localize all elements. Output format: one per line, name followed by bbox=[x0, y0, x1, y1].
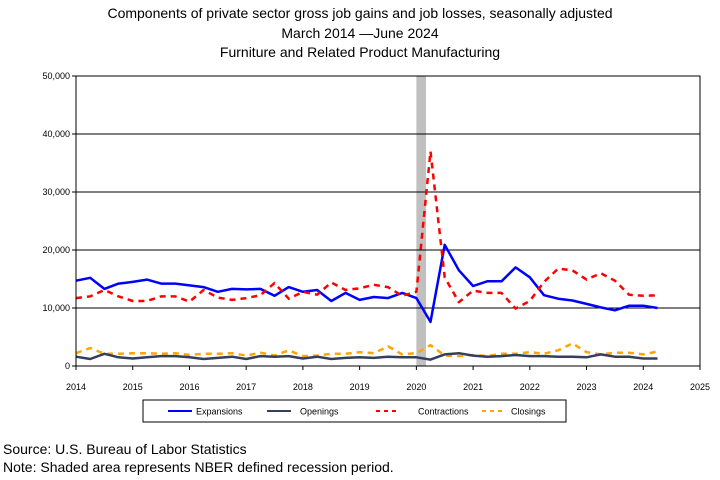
x-tick-label: 2024 bbox=[633, 382, 653, 392]
y-tick-label: 20,000 bbox=[42, 245, 70, 255]
recession-shade bbox=[416, 76, 427, 366]
source-note: Source: U.S. Bureau of Labor Statistics bbox=[3, 441, 247, 457]
x-tick-label: 2016 bbox=[179, 382, 199, 392]
x-tick-label: 2022 bbox=[520, 382, 540, 392]
x-tick-label: 2020 bbox=[406, 382, 426, 392]
x-tick-label: 2019 bbox=[350, 382, 370, 392]
y-tick-label: 10,000 bbox=[42, 303, 70, 313]
x-tick-label: 2015 bbox=[123, 382, 143, 392]
series-line-closings bbox=[75, 342, 658, 358]
x-tick-label: 2023 bbox=[577, 382, 597, 392]
series-line-contractions bbox=[75, 150, 658, 310]
chart-industry-subtitle: Furniture and Related Product Manufactur… bbox=[219, 44, 501, 60]
x-tick-label: 2014 bbox=[66, 382, 86, 392]
legend-label-expansions: Expansions bbox=[196, 407, 243, 417]
chart-title: Components of private sector gross job g… bbox=[107, 5, 613, 21]
legend: Expansions Openings Contractions Closings bbox=[142, 399, 567, 423]
recession-layer bbox=[416, 76, 427, 366]
legend-label-openings: Openings bbox=[300, 407, 339, 417]
legend-label-contractions: Contractions bbox=[418, 407, 469, 417]
x-tick-label: 2025 bbox=[690, 382, 710, 392]
x-tick-label: 2018 bbox=[293, 382, 313, 392]
plot-border bbox=[75, 75, 701, 367]
y-tick-label: 40,000 bbox=[42, 129, 70, 139]
x-tick-label: 2021 bbox=[463, 382, 483, 392]
grid-layer bbox=[76, 133, 700, 309]
legend-box bbox=[142, 399, 567, 423]
y-tick-label: 50,000 bbox=[42, 71, 70, 81]
series-layer bbox=[75, 150, 658, 361]
legend-label-closings: Closings bbox=[511, 407, 546, 417]
y-tick-label: 0 bbox=[65, 361, 70, 371]
series-line-expansions bbox=[75, 243, 658, 324]
chart-date-range: March 2014 —June 2024 bbox=[281, 25, 439, 41]
axes-layer: 0 10,000 20,000 30,000 40,000 50,000 2014 2015 2… bbox=[42, 71, 710, 392]
line-chart: 0 10,000 20,000 30,000 40,000 50,000 2014 2015 2… bbox=[42, 71, 710, 423]
y-tick-label: 30,000 bbox=[42, 187, 70, 197]
series-line-openings bbox=[75, 351, 658, 361]
x-tick-label: 2017 bbox=[236, 382, 256, 392]
recession-note: Note: Shaded area represents NBER define… bbox=[3, 459, 394, 475]
